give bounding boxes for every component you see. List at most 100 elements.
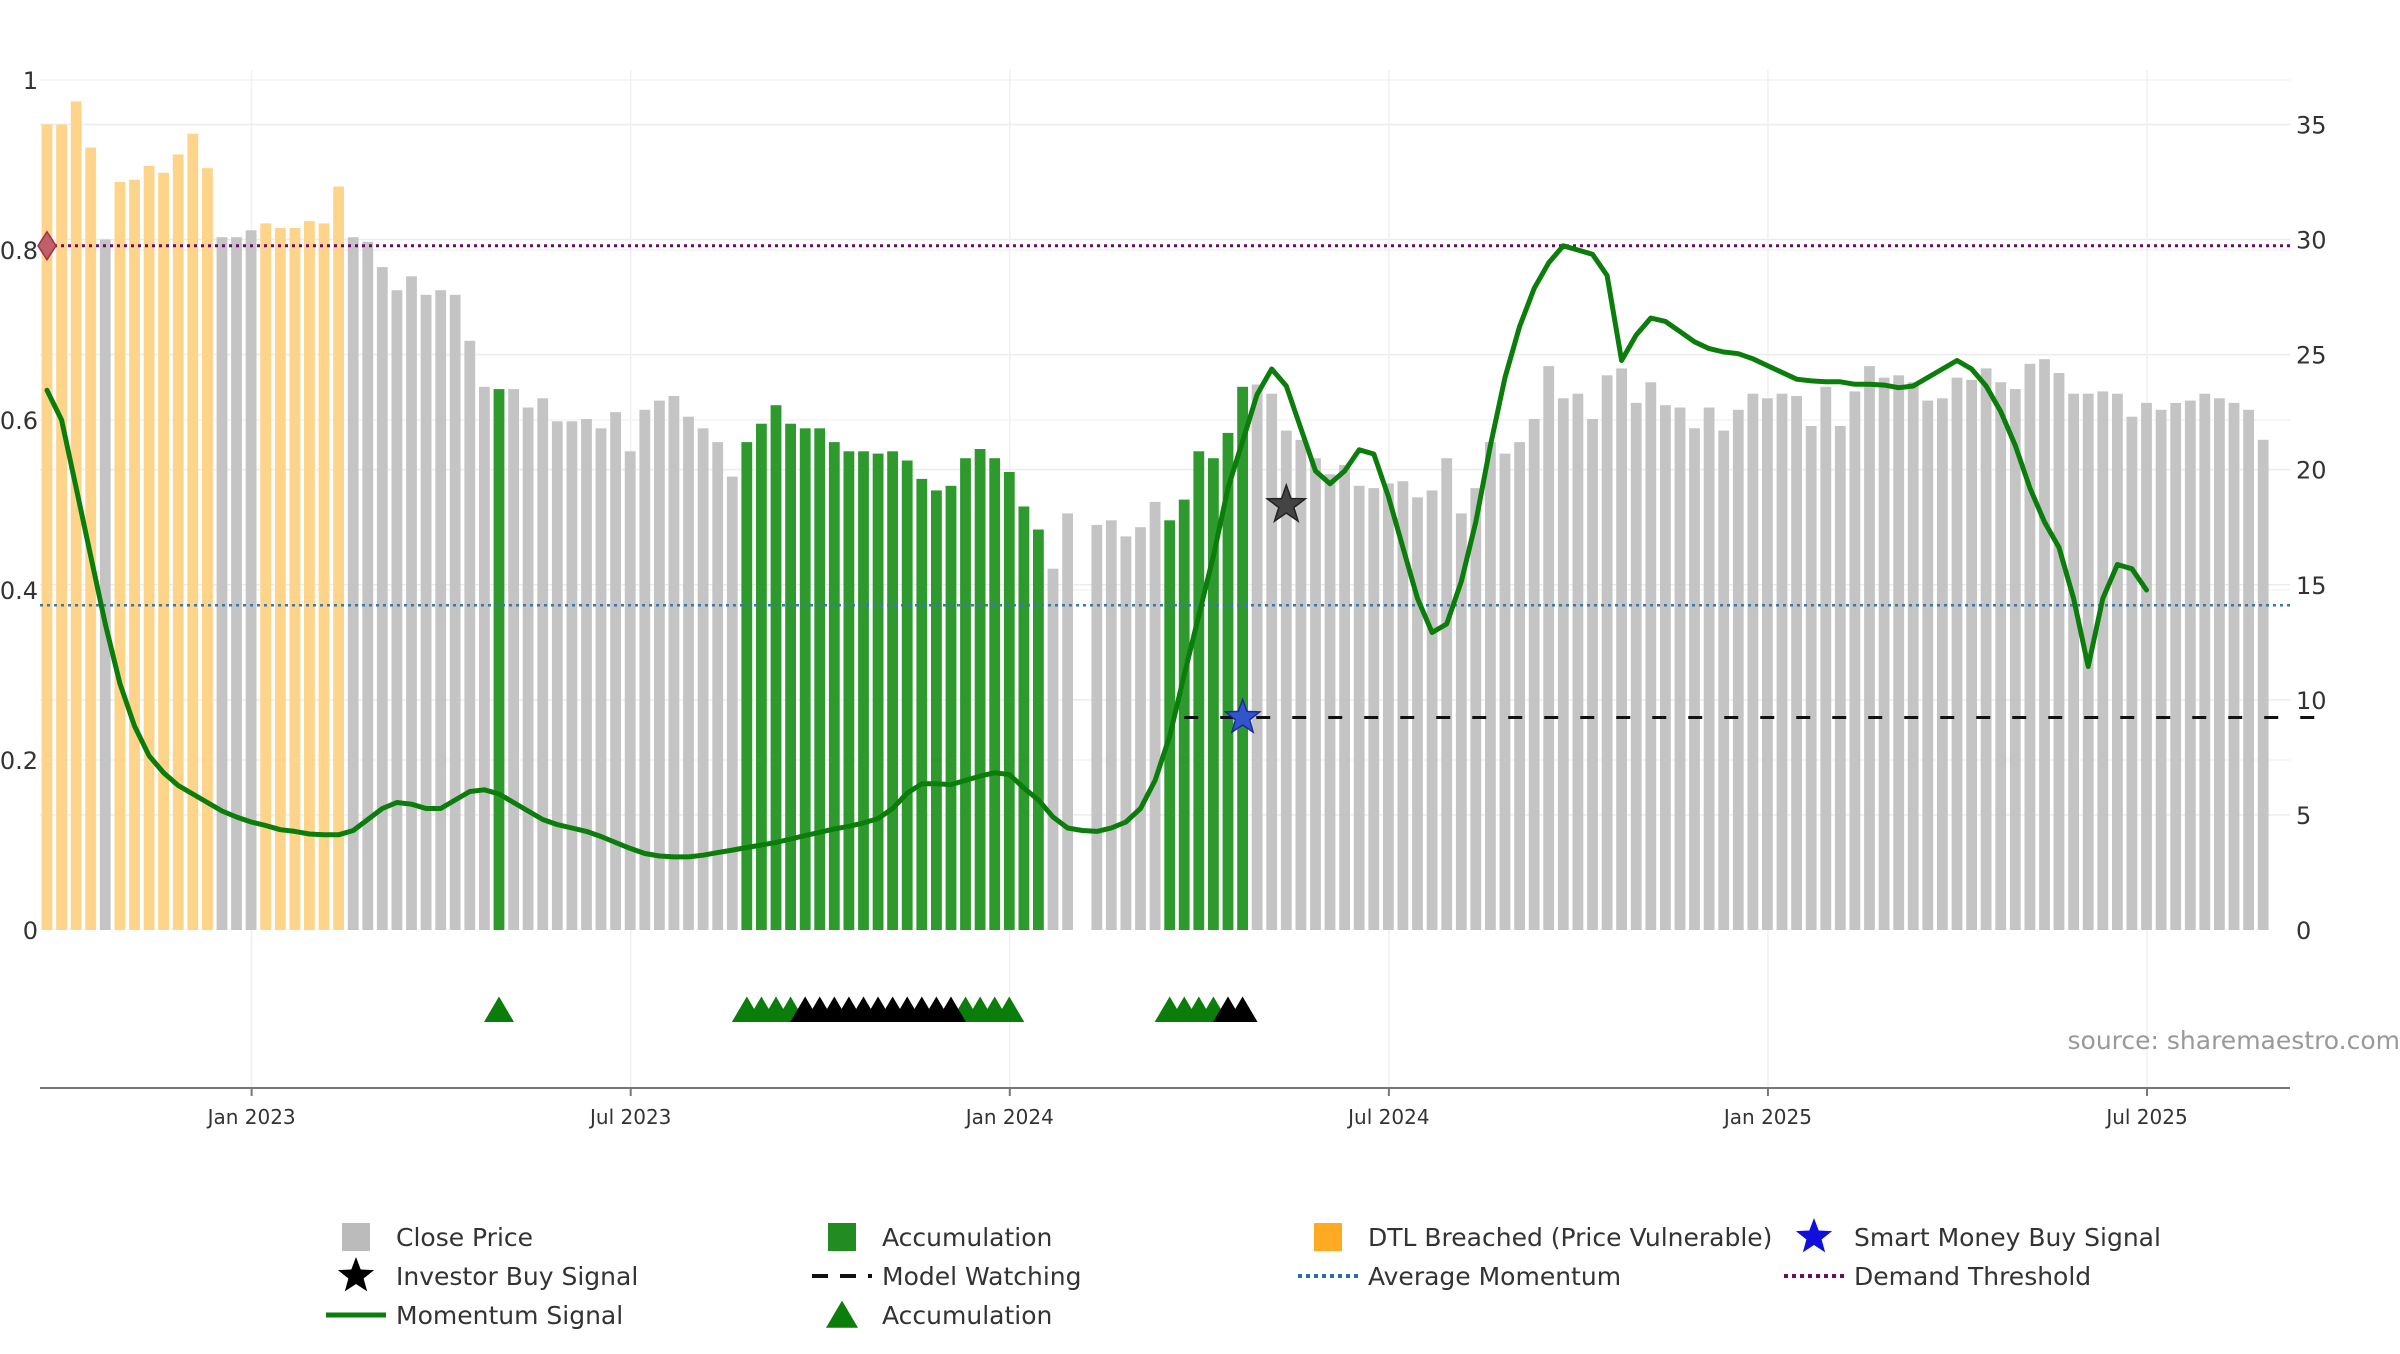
legend-entry: Accumulation (826, 1301, 1052, 1330)
accumulation-bar (756, 424, 767, 930)
close-price-bar (1908, 382, 1919, 930)
close-price-bar (625, 451, 636, 930)
x-axis-tick-label: Jan 2023 (206, 1105, 296, 1129)
legend-label: Average Momentum (1368, 1262, 1621, 1291)
accumulation-bar (785, 424, 796, 930)
accumulation-bar (771, 405, 782, 930)
close-price-bar (1718, 431, 1729, 930)
close-price-bar (1368, 488, 1379, 930)
close-price-bar (1777, 394, 1788, 930)
right-axis-tick-label: 25 (2296, 342, 2327, 370)
close-price-bar (2054, 373, 2065, 930)
accumulation-bar (931, 490, 942, 930)
dtl-breached-bar (319, 223, 330, 930)
close-price-bar (1558, 398, 1569, 930)
close-price-bar (1339, 465, 1350, 930)
close-price-bar (1587, 419, 1598, 930)
dtl-breached-bar (202, 168, 213, 930)
close-price-bar (1864, 366, 1875, 930)
close-price-bar (1675, 408, 1686, 931)
close-price-bar (1266, 394, 1277, 930)
close-price-bar (508, 389, 519, 930)
right-axis-tick-label: 35 (2296, 111, 2327, 139)
close-price-bar (2258, 440, 2269, 930)
x-axis-tick-label: Jan 2024 (964, 1105, 1054, 1129)
legend-label: Investor Buy Signal (396, 1262, 638, 1291)
close-price-bar (2068, 394, 2079, 930)
close-price-bar (377, 267, 388, 930)
close-price-bar (1660, 405, 1671, 930)
price-bars (42, 101, 2269, 930)
accumulation-bar (741, 442, 752, 930)
accumulation-triangle (484, 997, 514, 1023)
close-price-bar (1995, 382, 2006, 930)
close-price-bar (1966, 380, 1977, 930)
legend-label: Accumulation (882, 1223, 1052, 1252)
accumulation-bar (494, 389, 505, 930)
legend-swatch-square (828, 1223, 856, 1251)
close-price-bar (2199, 394, 2210, 930)
close-price-bar (1645, 382, 1656, 930)
legend-entry: Demand Threshold (1784, 1262, 2091, 1291)
right-axis-tick-label: 10 (2296, 687, 2327, 715)
legend-entry: DTL Breached (Price Vulnerable) (1314, 1223, 1772, 1252)
dtl-breached-bar (275, 228, 286, 930)
legend-entry: Investor Buy Signal (338, 1257, 638, 1291)
close-price-bar (1835, 426, 1846, 930)
close-price-bar (450, 295, 461, 930)
legend-label: Smart Money Buy Signal (1854, 1223, 2161, 1252)
dtl-breached-bar (115, 182, 126, 930)
close-price-bar (392, 290, 403, 930)
dtl-breached-bar (187, 134, 198, 930)
accumulation-bar (989, 458, 1000, 930)
close-price-bar (2185, 401, 2196, 930)
close-price-bar (1441, 458, 1452, 930)
close-price-bar (1602, 375, 1613, 930)
accumulation-bar (873, 454, 884, 930)
close-price-bar (712, 442, 723, 930)
close-price-bar (610, 412, 621, 930)
dtl-breached-bar (290, 228, 301, 930)
accumulation-bar (814, 428, 825, 930)
close-price-bar (1981, 368, 1992, 930)
accumulation-bar (1193, 451, 1204, 930)
close-price-bar (1937, 398, 1948, 930)
close-price-bar (2156, 410, 2167, 930)
close-price-bar (1791, 396, 1802, 930)
close-price-bar (1893, 375, 1904, 930)
close-price-bar (231, 237, 242, 930)
close-price-bar (1806, 426, 1817, 930)
close-price-bar (1485, 442, 1496, 930)
accumulation-bar (916, 479, 927, 930)
close-price-bar (683, 417, 694, 930)
right-axis-tick-label: 20 (2296, 457, 2327, 485)
close-price-bar (2025, 364, 2036, 930)
legend-label: Demand Threshold (1854, 1262, 2091, 1291)
accumulation-bar (858, 451, 869, 930)
left-axis-tick-label: 0 (23, 917, 38, 945)
close-price-bar (2141, 403, 2152, 930)
close-price-bar (1383, 484, 1394, 931)
left-axis-tick-label: 1 (23, 67, 38, 95)
left-axis-tick-label: 0.4 (0, 577, 38, 605)
close-price-bar (362, 242, 373, 930)
close-price-bar (1310, 458, 1321, 930)
close-price-bar (1850, 391, 1861, 930)
close-price-bar (1748, 394, 1759, 930)
close-price-bar (1354, 486, 1365, 930)
legend-label: Momentum Signal (396, 1301, 623, 1330)
accumulation-bar (844, 451, 855, 930)
right-axis-tick-label: 30 (2296, 227, 2327, 255)
close-price-bar (1689, 428, 1700, 930)
dtl-breached-bar (333, 187, 344, 930)
dtl-breached-bar (173, 154, 184, 930)
legend-swatch-triangle (826, 1301, 858, 1328)
accumulation-bar (975, 449, 986, 930)
close-price-bar (421, 295, 432, 930)
accumulation-bar (1237, 387, 1248, 930)
close-price-bar (464, 341, 475, 930)
close-price-bar (1733, 410, 1744, 930)
left-axis-tick-label: 0.6 (0, 407, 38, 435)
close-price-bar (1135, 527, 1146, 930)
